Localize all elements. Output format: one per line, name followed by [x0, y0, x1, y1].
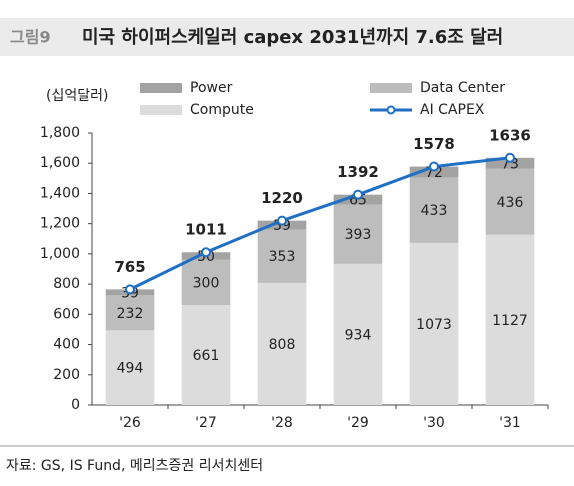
y-tick-label: 1,400	[40, 185, 80, 201]
y-tick-label: 200	[53, 367, 80, 383]
legend-swatch	[140, 105, 182, 115]
bar-segment	[257, 229, 307, 283]
bar-segment	[181, 259, 231, 306]
bar-segment	[181, 305, 231, 405]
x-tick-label: '31	[499, 415, 521, 431]
x-tick-label: '28	[271, 415, 293, 431]
bar-segment	[105, 295, 155, 331]
bar-segment	[257, 282, 307, 405]
y-tick-label: 1,600	[40, 155, 80, 171]
value-label: 494	[117, 361, 144, 377]
y-tick-label: 1,000	[40, 246, 80, 262]
legend-swatch	[140, 83, 182, 93]
value-label: 808	[269, 337, 296, 353]
bar-segment	[409, 242, 459, 405]
line-value-label: 1578	[413, 135, 455, 153]
line-point	[429, 161, 439, 172]
bar-segment	[333, 263, 383, 405]
y-tick-label: 400	[53, 337, 80, 353]
legend-label: Compute	[190, 102, 254, 118]
x-tick-label: '26	[119, 415, 141, 431]
value-label: 232	[117, 306, 144, 322]
y-tick-label: 800	[53, 276, 80, 292]
line-point	[125, 284, 135, 295]
bar-segment	[409, 177, 459, 243]
line-value-label: 1636	[489, 126, 531, 144]
bar-segment	[485, 157, 535, 169]
legend-marker	[386, 105, 396, 115]
y-tick-label: 0	[71, 397, 80, 413]
line-value-label: 1011	[185, 221, 227, 239]
y-axis-label: (십억달러)	[46, 88, 108, 104]
value-label: 436	[497, 195, 524, 211]
bar-segment	[485, 168, 535, 235]
y-tick-label: 1,800	[40, 125, 80, 141]
value-label: 73	[501, 156, 519, 172]
line-value-label: 1220	[261, 189, 303, 207]
line-point	[277, 215, 287, 226]
bar-segment	[485, 234, 535, 405]
value-label: 1127	[492, 313, 528, 329]
value-label: 300	[193, 275, 220, 291]
legend-swatch	[370, 83, 412, 93]
x-tick-label: '27	[195, 415, 217, 431]
value-label: 393	[345, 227, 372, 243]
figure-label: 그림9	[10, 28, 51, 47]
bar-segment	[105, 330, 155, 405]
value-label: 1073	[416, 317, 452, 333]
value-label: 661	[193, 348, 220, 364]
value-label: 353	[269, 249, 296, 265]
line	[129, 156, 511, 291]
value-label: 433	[421, 203, 448, 219]
x-tick-label: '30	[423, 415, 445, 431]
title-band	[0, 18, 574, 56]
source: 자료: GS, IS Fund, 메리츠증권 리서치센터	[6, 458, 263, 474]
line-value-label: 1392	[337, 163, 379, 181]
bar-segment	[409, 166, 459, 178]
legend-label: Power	[190, 80, 233, 96]
y-tick-label: 600	[53, 306, 80, 322]
bar-segment	[333, 204, 383, 264]
chart-title: 미국 하이퍼스케일러 capex 2031년까지 7.6조 달러	[82, 27, 503, 48]
value-label: 934	[345, 327, 372, 343]
x-tick-label: '29	[347, 415, 369, 431]
line-point	[505, 152, 515, 163]
line-value-label: 765	[114, 258, 145, 276]
line-point	[353, 189, 363, 200]
legend-label: AI CAPEX	[420, 102, 485, 118]
y-tick-label: 1,200	[40, 216, 80, 232]
legend-label: Data Center	[420, 80, 505, 96]
line-point	[201, 247, 211, 258]
